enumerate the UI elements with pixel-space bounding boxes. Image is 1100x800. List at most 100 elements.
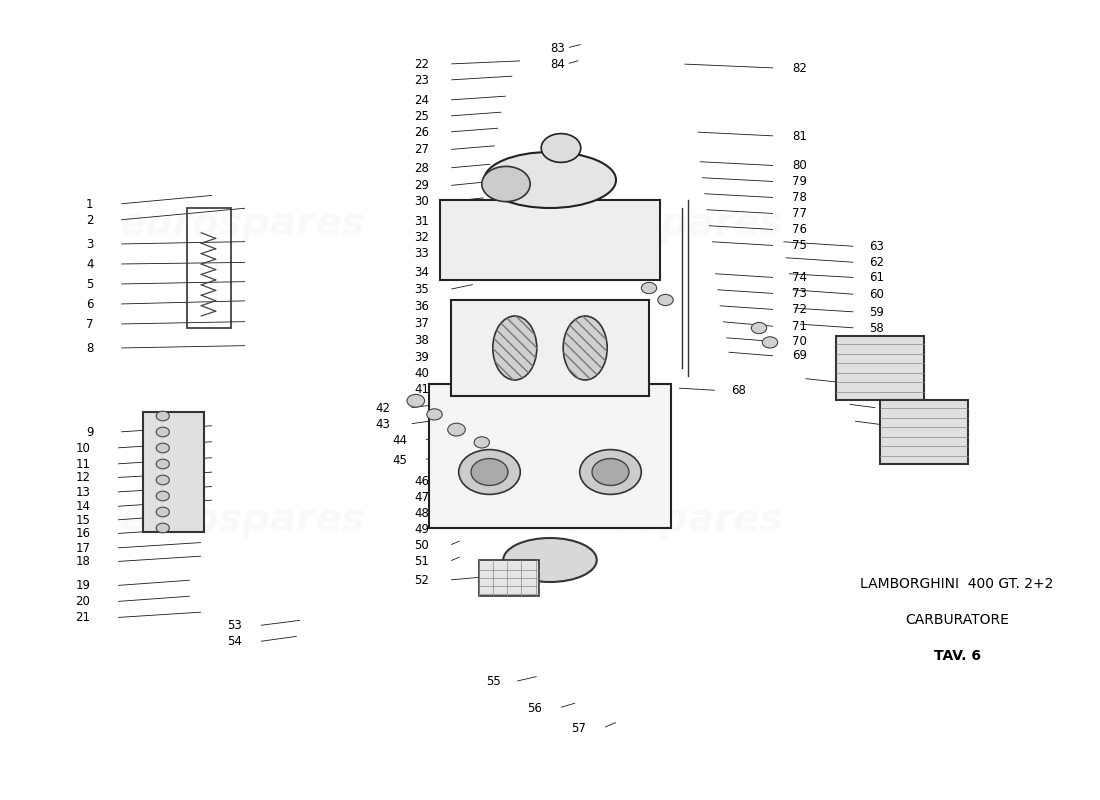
Text: 67: 67 bbox=[944, 440, 959, 453]
Circle shape bbox=[471, 458, 508, 486]
Circle shape bbox=[407, 394, 425, 407]
Text: 2: 2 bbox=[86, 214, 94, 226]
Text: 3: 3 bbox=[86, 238, 94, 250]
Bar bbox=[143, 412, 204, 532]
Text: 44: 44 bbox=[392, 434, 407, 446]
Text: 27: 27 bbox=[414, 143, 429, 156]
Text: 64: 64 bbox=[869, 378, 884, 390]
Circle shape bbox=[658, 294, 673, 306]
Text: 7: 7 bbox=[86, 318, 94, 330]
Text: 68: 68 bbox=[732, 384, 747, 397]
Text: 32: 32 bbox=[414, 231, 429, 244]
Text: 78: 78 bbox=[792, 191, 807, 204]
Text: 26: 26 bbox=[414, 126, 429, 138]
Text: eurospares: eurospares bbox=[537, 501, 783, 539]
Circle shape bbox=[156, 507, 169, 517]
Text: 33: 33 bbox=[415, 247, 429, 260]
Text: 77: 77 bbox=[792, 207, 807, 220]
Text: 75: 75 bbox=[792, 239, 807, 252]
Ellipse shape bbox=[563, 316, 607, 380]
Text: 29: 29 bbox=[414, 179, 429, 192]
Circle shape bbox=[474, 437, 490, 448]
Text: 63: 63 bbox=[869, 240, 884, 253]
Text: LAMBORGHINI  400 GT. 2+2: LAMBORGHINI 400 GT. 2+2 bbox=[860, 577, 1054, 591]
Text: TAV. 6: TAV. 6 bbox=[934, 649, 980, 663]
Text: 82: 82 bbox=[792, 62, 807, 74]
Text: 21: 21 bbox=[75, 611, 90, 624]
Bar bbox=[429, 384, 671, 528]
Text: 17: 17 bbox=[75, 542, 90, 554]
Circle shape bbox=[156, 523, 169, 533]
Text: 18: 18 bbox=[75, 555, 90, 568]
Text: 49: 49 bbox=[414, 523, 429, 536]
Text: 8: 8 bbox=[86, 342, 94, 354]
Text: 46: 46 bbox=[414, 475, 429, 488]
Text: 51: 51 bbox=[414, 555, 429, 568]
Circle shape bbox=[482, 166, 530, 202]
Text: 52: 52 bbox=[414, 574, 429, 586]
Bar bbox=[836, 336, 924, 400]
Text: 23: 23 bbox=[414, 74, 429, 86]
Text: 11: 11 bbox=[75, 458, 90, 470]
Circle shape bbox=[592, 458, 629, 486]
Circle shape bbox=[762, 337, 778, 348]
Text: 60: 60 bbox=[869, 288, 884, 301]
Text: 54: 54 bbox=[227, 635, 242, 648]
Bar bbox=[429, 384, 671, 528]
Text: 19: 19 bbox=[75, 579, 90, 592]
Text: 6: 6 bbox=[86, 298, 94, 310]
Circle shape bbox=[448, 423, 465, 436]
Text: 59: 59 bbox=[869, 306, 884, 318]
Text: 1: 1 bbox=[86, 198, 94, 210]
Text: 16: 16 bbox=[75, 527, 90, 540]
Text: 25: 25 bbox=[414, 110, 429, 122]
Text: 12: 12 bbox=[75, 471, 90, 484]
Text: 81: 81 bbox=[792, 130, 807, 142]
Circle shape bbox=[156, 491, 169, 501]
Text: 13: 13 bbox=[75, 486, 90, 498]
Text: eurospares: eurospares bbox=[537, 205, 783, 243]
Circle shape bbox=[541, 134, 581, 162]
Text: CARBURATORE: CARBURATORE bbox=[905, 613, 1009, 627]
Text: eurospares: eurospares bbox=[119, 501, 365, 539]
Text: 38: 38 bbox=[415, 334, 429, 346]
Text: 31: 31 bbox=[414, 215, 429, 228]
Text: 36: 36 bbox=[414, 300, 429, 313]
Text: 83: 83 bbox=[550, 42, 564, 54]
Text: 80: 80 bbox=[792, 159, 806, 172]
Circle shape bbox=[156, 443, 169, 453]
Text: 65: 65 bbox=[891, 402, 906, 414]
Text: 71: 71 bbox=[792, 320, 807, 333]
Text: 66: 66 bbox=[902, 419, 917, 432]
Ellipse shape bbox=[484, 152, 616, 208]
Ellipse shape bbox=[493, 316, 537, 380]
Circle shape bbox=[751, 322, 767, 334]
Ellipse shape bbox=[504, 538, 596, 582]
Circle shape bbox=[156, 475, 169, 485]
Text: 76: 76 bbox=[792, 223, 807, 236]
Text: 62: 62 bbox=[869, 256, 884, 269]
Circle shape bbox=[641, 282, 657, 294]
Bar bbox=[187, 208, 231, 328]
Text: 24: 24 bbox=[414, 94, 429, 106]
Text: 72: 72 bbox=[792, 303, 807, 316]
Bar bbox=[478, 560, 539, 596]
Bar bbox=[440, 200, 660, 280]
Text: 4: 4 bbox=[86, 258, 94, 270]
Text: 70: 70 bbox=[792, 335, 807, 348]
Text: 30: 30 bbox=[415, 195, 429, 208]
Text: 55: 55 bbox=[486, 675, 500, 688]
Circle shape bbox=[459, 450, 520, 494]
Text: 50: 50 bbox=[415, 539, 429, 552]
Text: 61: 61 bbox=[869, 271, 884, 284]
Text: 43: 43 bbox=[375, 418, 390, 430]
Circle shape bbox=[156, 427, 169, 437]
Circle shape bbox=[427, 409, 442, 420]
Circle shape bbox=[580, 450, 641, 494]
Bar bbox=[880, 400, 968, 464]
Text: 84: 84 bbox=[550, 58, 565, 70]
Text: 5: 5 bbox=[86, 278, 94, 290]
Text: 15: 15 bbox=[75, 514, 90, 526]
Text: 28: 28 bbox=[414, 162, 429, 174]
Text: 69: 69 bbox=[792, 350, 807, 362]
